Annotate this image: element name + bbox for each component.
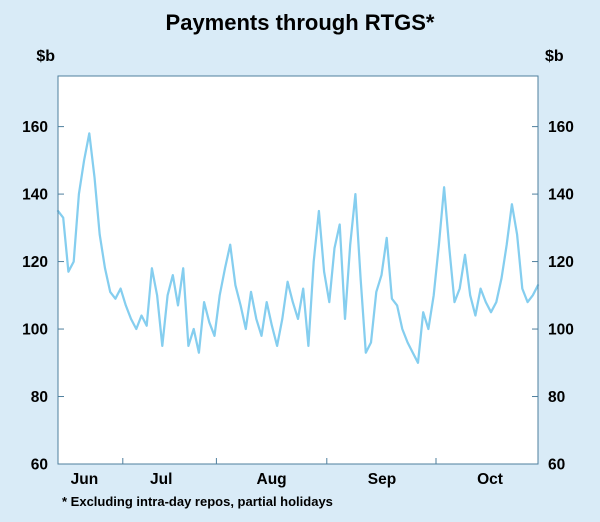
x-tick-label: Sep (368, 471, 396, 488)
y-tick-label-right: 160 (548, 119, 574, 136)
y-tick-label-right: 60 (548, 456, 565, 473)
y-tick-label-left: 160 (22, 119, 48, 136)
y-tick-label-left: 80 (31, 389, 48, 406)
y-tick-label-left: 100 (22, 321, 48, 338)
y-tick-label-left: 120 (22, 254, 48, 271)
data-line (56, 132, 540, 364)
y-tick-label-right: 80 (548, 389, 565, 406)
y-tick-label-right: 100 (548, 321, 574, 338)
x-tick-label: Oct (477, 471, 503, 488)
x-tick-label: Jun (71, 471, 99, 488)
y-axis-unit-left: $b (36, 48, 55, 65)
y-tick-label-right: 140 (548, 187, 574, 204)
y-tick-label-left: 60 (31, 456, 48, 473)
y-tick-label-left: 140 (22, 187, 48, 204)
x-tick-label: Jul (150, 471, 172, 488)
x-tick-label: Aug (257, 471, 287, 488)
plot-border (57, 75, 539, 465)
plot-area (58, 76, 538, 464)
chart-title: Payments through RTGS* (165, 10, 435, 35)
chart-footnote: * Excluding intra-day repos, partial hol… (62, 494, 333, 509)
y-tick-label-right: 120 (548, 254, 574, 271)
y-axis-unit-right: $b (545, 48, 564, 65)
